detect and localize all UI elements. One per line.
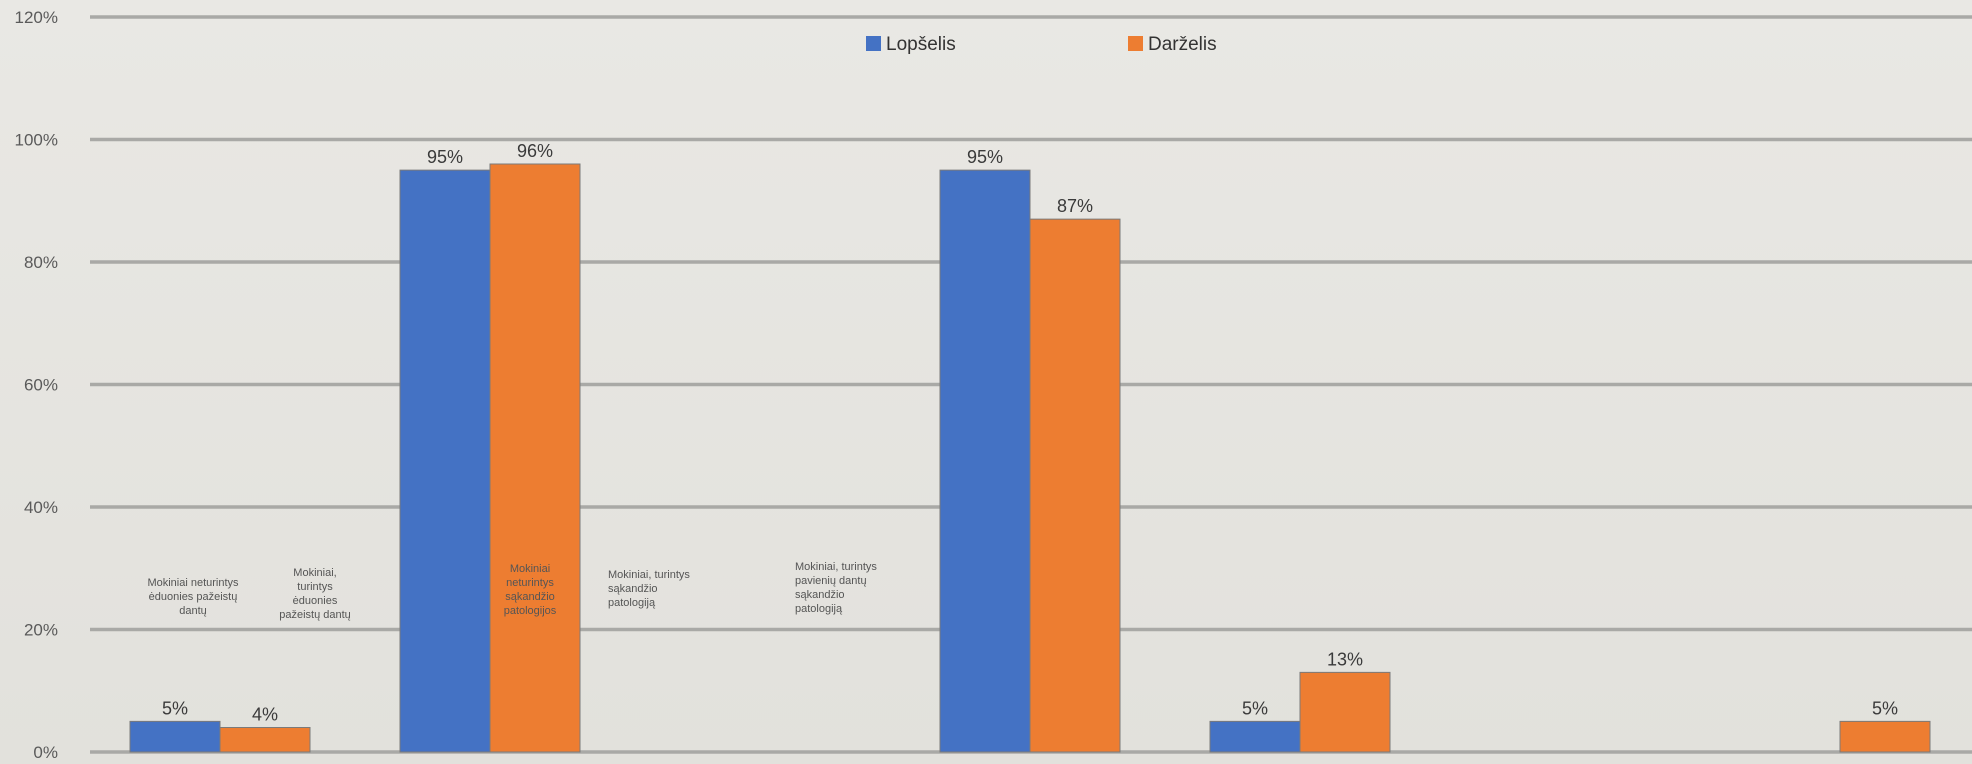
data-label: 4% (252, 705, 278, 725)
bar (1839, 720, 1931, 753)
data-label: 5% (1242, 698, 1268, 718)
bars (129, 163, 1931, 753)
data-label: 13% (1327, 649, 1363, 669)
category-labels: Mokiniai neturintys ėduonies pažeistų dant… (147, 561, 877, 621)
y-tick-label: 0% (33, 743, 58, 762)
bar (939, 169, 1031, 753)
data-labels: 5% 95% 95% 5% 4% 96% 87% 13% 5% (162, 141, 1898, 725)
category-label: Mokiniai, turintys pavienių dantų sąkandži… (795, 561, 877, 615)
data-label: 95% (967, 147, 1003, 167)
bar (399, 169, 491, 753)
category-label: Mokiniai, turintys sąkandžio patologiją (608, 569, 690, 609)
category-label: Mokiniai, turintys ėduonies pažeistų dantų (279, 567, 351, 621)
y-tick-label: 100% (15, 131, 58, 150)
legend: Lopšelis Darželis (866, 34, 1217, 55)
bar (219, 727, 311, 753)
y-tick-label: 120% (15, 8, 58, 27)
y-axis: 0% 20% 40% 60% 80% 100% 120% (15, 8, 58, 762)
bar (1299, 671, 1391, 753)
bar (1029, 218, 1121, 753)
bar (1209, 720, 1301, 753)
data-label: 96% (517, 141, 553, 161)
y-tick-label: 20% (24, 621, 58, 640)
legend-label: Darželis (1148, 34, 1217, 55)
legend-swatch (1128, 36, 1143, 51)
legend-swatch (866, 36, 881, 51)
bar (489, 163, 581, 753)
y-tick-label: 80% (24, 253, 58, 272)
data-label: 5% (1872, 698, 1898, 718)
legend-label: Lopšelis (886, 34, 956, 55)
data-label: 87% (1057, 196, 1093, 216)
y-tick-label: 60% (24, 376, 58, 395)
bar (129, 720, 221, 753)
y-tick-label: 40% (24, 498, 58, 517)
data-label: 95% (427, 147, 463, 167)
data-label: 5% (162, 698, 188, 718)
category-label: Mokiniai neturintys sąkandžio patologijos (504, 563, 557, 617)
category-label: Mokiniai neturintys ėduonies pažeistų dant… (147, 577, 239, 617)
